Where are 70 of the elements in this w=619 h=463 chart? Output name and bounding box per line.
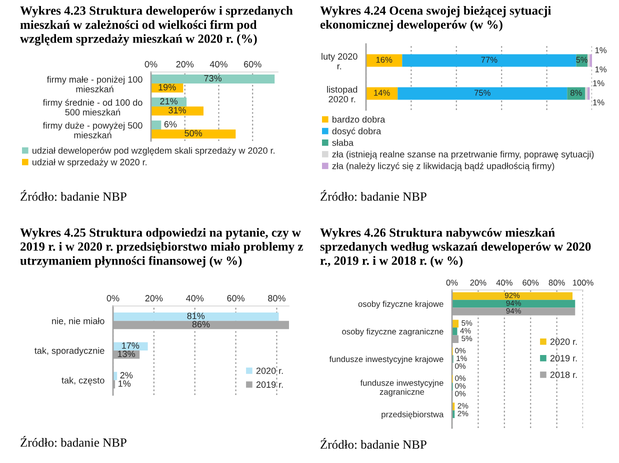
y-tick-label: luty 2020 r. [322,53,358,70]
data-label: 13% [118,350,136,358]
x-tick-label: 0% [446,280,458,286]
legend-label: 2018 r. [550,372,577,378]
legend-label: słaba [332,139,354,146]
y-tick-label: fundusze inwestycyjne krajowe [329,356,444,364]
x-tick-label: 100% [572,280,594,286]
data-label: 1% [593,80,604,86]
x-tick-label: 20% [176,61,194,68]
legend-label: 2020 r. [256,368,283,374]
chart-title: Wykres 4.25 Struktura odpowiedzi na pytanie, czy w 2019 r. i w 2020 r. przedsiębiorstwo miało problemy z utrzymaniem płynności finansowej (w %) [20,228,303,268]
x-tick-label: 40% [496,280,512,286]
x-tick-label: 80% [548,280,565,286]
x-tick-label: 0% [106,295,120,302]
data-label: 14% [374,90,390,96]
data-label: 16% [376,56,392,63]
data-label: 81% [187,312,205,320]
legend-label: udział w sprzedaży w 2020 r. [32,158,147,168]
y-tick-label: nie, nie miało [52,318,104,326]
legend-label: bardzo dobra [332,116,386,123]
y-tick-label: tak, często [62,376,104,386]
data-label: 73% [204,75,222,82]
data-label: 1% [595,66,607,72]
y-tick-label: firmy duże - powyżej 500 mieszkań [42,122,142,138]
data-label: 50% [184,130,202,136]
data-label: 86% [192,321,210,328]
data-label: 1% [118,380,131,387]
y-tick-label: listopad 2020 r. [327,86,358,102]
data-label: 75% [474,90,490,96]
data-label: 77% [481,56,498,63]
data-label: 21% [160,98,178,104]
data-label: 1% [595,47,607,54]
data-label: 6% [164,121,177,128]
data-label: 19% [158,84,176,90]
x-tick-label: 60% [522,280,539,286]
x-tick-label: 20% [470,280,486,286]
legend-label: dosyć dobra [332,128,382,136]
legend-label: zła (należy liczyć się z likwidacją bądź upadłością firmy) [332,162,554,171]
x-tick-label: 80% [268,295,286,302]
y-tick-label: osoby fizyczne krajowe [358,300,444,309]
data-label: 8% [570,90,582,96]
x-tick-label: 60% [244,61,262,68]
text: Źródło: badanie NBP [20,436,126,447]
data-label: 31% [168,107,186,114]
x-tick-label: 60% [227,295,245,302]
chart-title: Wykres 4.24 Ocena swojej bieżącej sytuacji ekonomicznej deweloperów (w %) [320,6,552,32]
data-label: 1% [593,99,604,106]
data-label: 5% [576,56,588,63]
data-label: 17% [122,342,140,349]
text: Źródło: badanie NBP [320,438,426,449]
text: Źródło: badanie NBP [20,190,126,201]
y-tick-label: osoby fizyczne zagraniczne [342,328,444,336]
y-tick-label: firmy średnie - od 100 do 500 mieszkań [42,98,142,116]
x-tick-label: 40% [210,61,228,68]
y-tick-label: przedsiębiorstwa [382,411,444,419]
legend-label: 2019 r. [256,381,283,388]
legend-label: 2019 r. [550,355,577,362]
x-tick-label: 40% [186,295,204,302]
legend-label: zła (istnieją realne szanse na przetrwanie firmy, poprawę sytuacji) [332,150,594,160]
y-tick-label: tak, sporadycznie [34,347,104,356]
chart-title: Wykres 4.26 Struktura nabywców mieszkań sprzedanych według wskazań deweloperów w 2020 r., 2019 r. i w 2018 r. (w %) [320,228,591,268]
text: Źródło: badanie NBP [320,190,426,201]
chart-title: Wykres 4.23 Struktura deweloperów i sprzedanych mieszkań w zależności od wielkości firm pod względem sprzedaży mieszkań w 2020 r. (%) [20,6,293,46]
y-tick-label: firmy małe - poniżej 100 mieszkań [46,76,142,92]
y-tick-label: fundusze inwestycyjne zagraniczne [360,380,444,396]
data-label: 2% [120,372,133,378]
legend-label: udział deweloperów pod względem skali sprzedaży w 2020 r. [32,147,274,156]
x-tick-label: 20% [145,295,163,302]
x-tick-label: 0% [144,61,158,68]
legend-label: 2020 r. [550,338,577,345]
